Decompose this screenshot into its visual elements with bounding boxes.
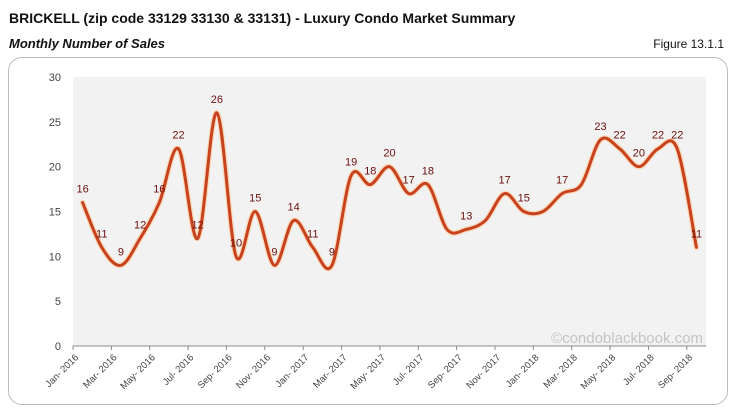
y-tick-label: 5: [55, 296, 61, 308]
y-tick-label: 20: [49, 162, 61, 174]
x-tick-label: May- 2018: [579, 352, 619, 392]
series-line: [81, 111, 698, 271]
y-tick-label: 15: [49, 207, 61, 219]
x-tick-label: May- 2016: [118, 352, 158, 392]
x-tick-label: Jul- 2016: [161, 352, 196, 387]
plot-area: [73, 77, 706, 346]
chart-frame: [8, 57, 728, 405]
data-label: 11: [96, 228, 107, 240]
x-tick-label: Mar- 2016: [81, 352, 119, 390]
watermark: ©condoblackbook.com: [551, 330, 703, 347]
data-label: 17: [403, 175, 415, 187]
x-tick-label: Sep- 2016: [196, 352, 235, 391]
x-tick-label: Sep- 2018: [656, 352, 695, 391]
data-label: 22: [652, 130, 664, 142]
data-label: 11: [307, 228, 318, 240]
data-label: 23: [594, 121, 606, 133]
data-label: 17: [498, 175, 510, 187]
x-tick-label: Jan- 2016: [43, 352, 81, 390]
data-label: 18: [364, 166, 376, 178]
data-label: 12: [192, 219, 204, 231]
data-label: 15: [249, 193, 261, 205]
data-label: 19: [345, 157, 357, 169]
data-label: 22: [671, 130, 683, 142]
data-label: 20: [633, 148, 645, 160]
y-tick-label: 25: [49, 117, 61, 129]
x-tick-label: Jan- 2018: [504, 352, 542, 390]
data-label: 22: [172, 130, 184, 142]
y-tick-label: 10: [49, 251, 61, 263]
y-tick-label: 0: [55, 341, 61, 353]
x-tick-label: Nov- 2016: [234, 352, 273, 391]
x-tick-label: Jul- 2018: [621, 352, 656, 387]
x-tick-label: Sep- 2017: [426, 352, 465, 391]
data-label: 9: [118, 246, 124, 258]
data-label: 16: [76, 184, 88, 196]
x-tick-label: Mar- 2018: [541, 352, 579, 390]
figure-number: Figure 13.1.1: [653, 37, 724, 51]
data-label: 26: [211, 94, 223, 106]
data-label: 22: [614, 130, 626, 142]
y-tick-label: 30: [49, 72, 61, 84]
data-label: 14: [287, 201, 299, 213]
data-label: 10: [230, 237, 242, 249]
data-label: 15: [518, 193, 530, 205]
chart-title: BRICKELL (zip code 33129 33130 & 33131) …: [9, 10, 516, 26]
x-tick-label: Nov- 2017: [464, 352, 503, 391]
data-label: 9: [329, 246, 335, 258]
data-label: 9: [271, 246, 277, 258]
data-label: 20: [383, 148, 395, 160]
data-label: 11: [691, 228, 702, 240]
x-tick-label: Jan- 2017: [274, 352, 312, 390]
data-label: 13: [460, 210, 472, 222]
data-label: 17: [556, 175, 568, 187]
chart-subtitle: Monthly Number of Sales: [9, 36, 166, 51]
data-label: 16: [153, 184, 165, 196]
x-tick-label: Mar- 2017: [311, 352, 349, 390]
data-label: 12: [134, 219, 146, 231]
x-tick-label: May- 2017: [349, 352, 389, 392]
x-tick-label: Jul- 2017: [391, 352, 426, 387]
data-label: 18: [422, 166, 434, 178]
